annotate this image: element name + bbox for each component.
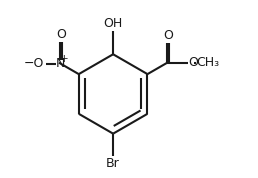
- Text: O: O: [188, 56, 198, 69]
- Text: CH₃: CH₃: [196, 56, 220, 69]
- Text: O: O: [56, 28, 66, 41]
- Text: O: O: [163, 29, 173, 42]
- Text: OH: OH: [103, 17, 123, 30]
- Text: +: +: [60, 54, 68, 64]
- Text: −O: −O: [24, 57, 44, 70]
- Text: N: N: [55, 57, 65, 70]
- Text: Br: Br: [106, 158, 120, 171]
